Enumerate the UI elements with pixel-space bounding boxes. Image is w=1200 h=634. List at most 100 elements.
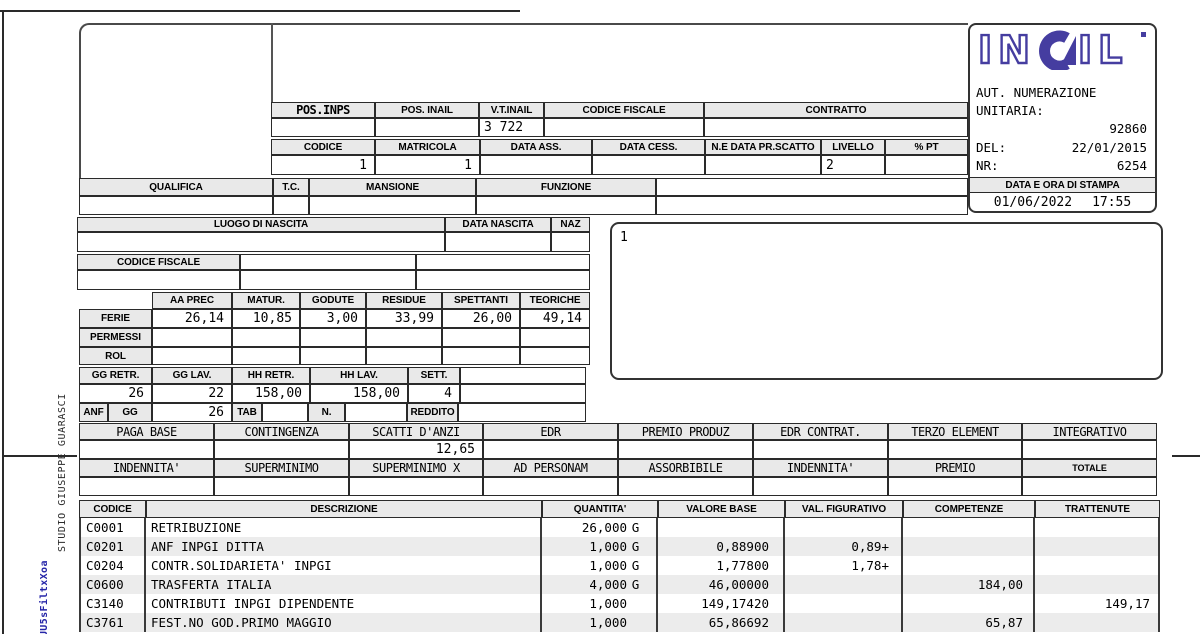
detail-table: CODICE DESCRIZIONE QUANTITA' VALORE BASE…: [79, 500, 1160, 632]
anf-row: ANF GG 26 TAB N. REDDITO: [79, 403, 586, 422]
header-paga-base: PAGA BASE: [79, 423, 214, 440]
header-competenze: COMPETENZE: [903, 500, 1035, 518]
row-figurative-value: [785, 613, 903, 632]
row-code: C3761: [79, 613, 146, 632]
leave-table: AA PREC MATUR. GODUTE RESIDUE SPETTANTI …: [79, 292, 590, 365]
header-descrizione: DESCRIZIONE: [146, 500, 542, 518]
pos-inps-value: [271, 118, 375, 137]
print-date: 01/06/2022: [993, 194, 1073, 210]
pos-inail-value: [375, 118, 479, 137]
cf-extra-value-2: [416, 270, 590, 290]
permessi-godute: [300, 328, 366, 347]
quantity-number: 4,000: [589, 577, 627, 592]
row-figurative-value: [785, 518, 903, 537]
row-quantity: 1,000: [542, 613, 658, 632]
position-table: POS.INPS POS. INAIL V.T.INAIL CODICE FIS…: [271, 102, 968, 137]
premio-value: [888, 477, 1022, 496]
header-valore-base: VALORE BASE: [658, 500, 785, 518]
row-deductions: [1035, 518, 1160, 537]
inail-logo: IN IL: [977, 30, 1146, 70]
row-code: C0201: [79, 537, 146, 556]
rol-aa-prec: [152, 347, 232, 365]
sett-value: 4: [408, 384, 460, 403]
gg-lav-value: 22: [152, 384, 232, 403]
label-rol: ROL: [79, 347, 152, 365]
edr-value: [483, 440, 618, 459]
row-description: RETRIBUZIONE: [146, 518, 542, 537]
header-pct-pt: % PT: [885, 139, 968, 155]
sheet-left-edge: [2, 10, 4, 634]
detail-row-c0204: C0204 CONTR.SOLIDARIETA' INPGI 1,000 G 1,…: [79, 556, 1160, 575]
nr-number-value: 6254: [1116, 158, 1147, 173]
row-deductions: [1035, 537, 1160, 556]
premio-produz-value: [618, 440, 753, 459]
row-earnings: [903, 556, 1035, 575]
inail-logo-letter-i1: IN: [978, 30, 1036, 70]
tc-value: [273, 196, 309, 215]
luogo-di-nascita-value: [77, 232, 445, 252]
pay-elements-table: PAGA BASE CONTINGENZA SCATTI D'ANZI EDR …: [79, 423, 1157, 496]
header-scatti-anzianita: SCATTI D'ANZI: [349, 423, 483, 440]
livello-value: 2: [821, 155, 885, 175]
row-deductions: 149,17: [1035, 594, 1160, 613]
header-mansione: MANSIONE: [309, 178, 476, 196]
row-figurative-value: 1,78+: [785, 556, 903, 575]
row-deductions: [1035, 613, 1160, 632]
notes-box: 1: [610, 222, 1163, 380]
inail-logo-letter-a-arc: [1039, 30, 1070, 70]
nr-label: NR:: [976, 158, 999, 173]
header-teoriche: TEORICHE: [520, 292, 590, 309]
n-value: [345, 403, 407, 422]
quantity-number: 1,000: [589, 615, 627, 630]
del-label: DEL:: [976, 140, 1007, 155]
permessi-matur: [232, 328, 300, 347]
header-superminimo: SUPERMINIMO: [214, 459, 349, 477]
row-base-value: [658, 518, 785, 537]
permessi-teoriche: [520, 328, 590, 347]
rol-teoriche: [520, 347, 590, 365]
data-nascita-value: [445, 232, 551, 252]
sheet-top-edge: [0, 10, 520, 12]
days-hours-table: GG RETR. GG LAV. HH RETR. HH LAV. SETT. …: [79, 367, 586, 403]
mansione-value: [309, 196, 476, 215]
paga-base-value: [79, 440, 214, 459]
del-date-value: 22/01/2015: [1071, 140, 1147, 155]
row-base-value: 0,88900: [658, 537, 785, 556]
header-naz: NAZ: [551, 217, 590, 232]
row-figurative-value: [785, 594, 903, 613]
funzione-value: [476, 196, 656, 215]
superminimo-value: [214, 477, 349, 496]
document-code-vertical: DPUU5sFiltxXoa: [39, 560, 50, 634]
row-description: CONTR.SOLIDARIETA' INPGI: [146, 556, 542, 575]
header-codice: CODICE: [271, 139, 375, 155]
row-base-value: 46,00000: [658, 575, 785, 594]
indennita-2-value: [753, 477, 888, 496]
naz-value: [551, 232, 590, 252]
qualifica-table: QUALIFICA T.C. MANSIONE FUNZIONE: [79, 178, 968, 215]
header-godute: GODUTE: [300, 292, 366, 309]
row-quantity: 1,000 G: [542, 537, 658, 556]
header-superminimo-x: SUPERMINIMO X: [349, 459, 483, 477]
header-pos-inps: POS.INPS: [271, 102, 375, 118]
totale-value: [1022, 477, 1157, 496]
header-hh-lav: HH LAV.: [310, 367, 408, 384]
rol-residue: [366, 347, 442, 365]
reddito-value: [458, 403, 586, 422]
inail-authorization-box: IN IL AUT. NUMERAZIONE UNITARIA: 92860 D…: [968, 23, 1157, 213]
ad-personam-value: [483, 477, 618, 496]
permessi-residue: [366, 328, 442, 347]
permessi-spettanti: [442, 328, 520, 347]
header-edr: EDR: [483, 423, 618, 440]
row-base-value: 1,77800: [658, 556, 785, 575]
row-figurative-value: 0,89+: [785, 537, 903, 556]
row-earnings: 65,87: [903, 613, 1035, 632]
header-gg-lav: GG LAV.: [152, 367, 232, 384]
detail-row-c3140: C3140 CONTRIBUTI INPGI DIPENDENTE 1,000 …: [79, 594, 1160, 613]
quantity-unit: G: [631, 558, 640, 573]
contingenza-value: [214, 440, 349, 459]
header-val-figurativo: VAL. FIGURATIVO: [785, 500, 903, 518]
header-terzo-elemento: TERZO ELEMENT: [888, 423, 1022, 440]
header-matur: MATUR.: [232, 292, 300, 309]
employer-header-box: [79, 23, 968, 178]
